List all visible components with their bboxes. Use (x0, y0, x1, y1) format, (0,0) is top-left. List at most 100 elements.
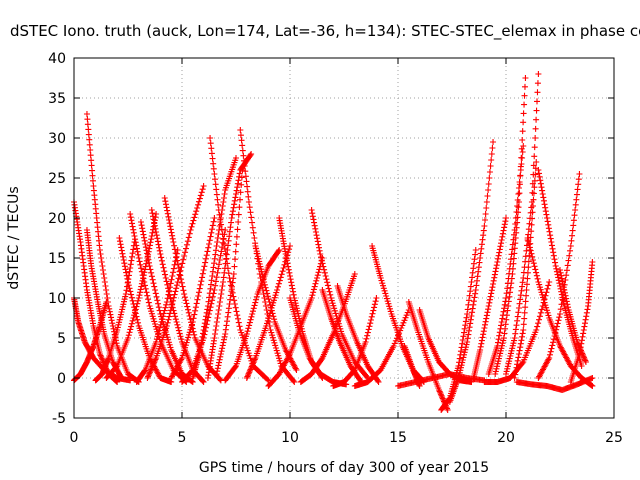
data-point (253, 248, 260, 255)
data-point (102, 283, 109, 289)
data-point (294, 307, 301, 314)
data-point (156, 327, 163, 334)
data-point (490, 139, 497, 145)
data-point (310, 286, 317, 293)
data-point (141, 266, 148, 273)
data-point (271, 316, 278, 323)
data-point (251, 302, 258, 309)
data-point (235, 315, 242, 322)
data-point (213, 323, 220, 329)
data-point (492, 368, 499, 375)
data-point (183, 241, 190, 248)
data-point (182, 342, 189, 349)
data-point (189, 220, 196, 227)
data-point (319, 260, 326, 267)
data-point (480, 331, 487, 338)
data-point (321, 266, 328, 273)
data-point (386, 305, 393, 312)
data-point (149, 229, 156, 236)
series-19 (213, 167, 246, 377)
data-point (212, 282, 219, 289)
data-point (521, 315, 528, 322)
data-point (215, 201, 222, 208)
data-point (465, 331, 472, 338)
data-point (532, 171, 539, 178)
data-point (252, 243, 259, 249)
data-point (166, 217, 173, 223)
data-point (171, 242, 178, 249)
data-point (251, 356, 258, 363)
data-point (508, 275, 515, 282)
data-point (577, 347, 584, 354)
data-point (507, 353, 514, 359)
data-point (333, 313, 340, 319)
data-point (311, 219, 318, 226)
data-point (143, 260, 150, 267)
data-point (146, 263, 153, 269)
data-point (581, 320, 588, 327)
data-point (208, 229, 215, 236)
data-point (272, 345, 279, 351)
data-point (456, 369, 463, 376)
data-point (181, 253, 188, 259)
data-point (513, 322, 520, 329)
data-point (505, 360, 512, 367)
data-point (520, 275, 527, 281)
data-point (175, 265, 182, 271)
data-point (520, 119, 527, 126)
data-point (216, 227, 223, 233)
data-point (540, 194, 547, 201)
data-point (89, 167, 96, 174)
data-point (185, 309, 192, 316)
data-point (258, 268, 265, 275)
data-point (117, 373, 124, 380)
data-point (160, 321, 167, 328)
data-point (514, 357, 521, 364)
data-point (222, 250, 229, 257)
data-point (485, 306, 492, 313)
data-point (402, 314, 409, 321)
data-point (515, 209, 522, 216)
data-point (207, 140, 214, 147)
data-point (153, 339, 160, 345)
data-point (314, 272, 321, 279)
data-point (281, 261, 288, 268)
data-point (546, 228, 553, 235)
data-point (207, 285, 214, 292)
data-point (522, 298, 529, 305)
data-point (189, 321, 196, 328)
data-point (87, 152, 94, 159)
data-point (135, 255, 142, 261)
data-point (245, 370, 252, 377)
data-point (221, 241, 228, 247)
data-point (127, 211, 134, 217)
data-point (378, 277, 385, 284)
data-point (464, 306, 471, 313)
data-point (221, 245, 228, 252)
data-point (226, 228, 233, 235)
data-point (383, 293, 390, 299)
data-point (493, 365, 500, 372)
data-point (130, 229, 137, 236)
data-point (497, 350, 504, 357)
data-point (220, 279, 227, 285)
data-point (141, 237, 148, 244)
data-point (517, 163, 524, 170)
data-point (370, 307, 377, 314)
data-point (132, 239, 139, 246)
data-point (518, 154, 525, 161)
data-point (326, 288, 333, 295)
data-point (567, 247, 574, 254)
data-point (114, 327, 121, 333)
data-point (554, 271, 561, 278)
data-point (152, 287, 158, 293)
data-point (564, 262, 571, 269)
data-point (172, 316, 179, 323)
data-point (179, 352, 186, 359)
data-point (519, 128, 526, 135)
data-point (230, 204, 237, 211)
data-point (259, 273, 266, 280)
data-point (173, 253, 180, 260)
data-point (215, 362, 222, 369)
data-point (149, 276, 156, 283)
